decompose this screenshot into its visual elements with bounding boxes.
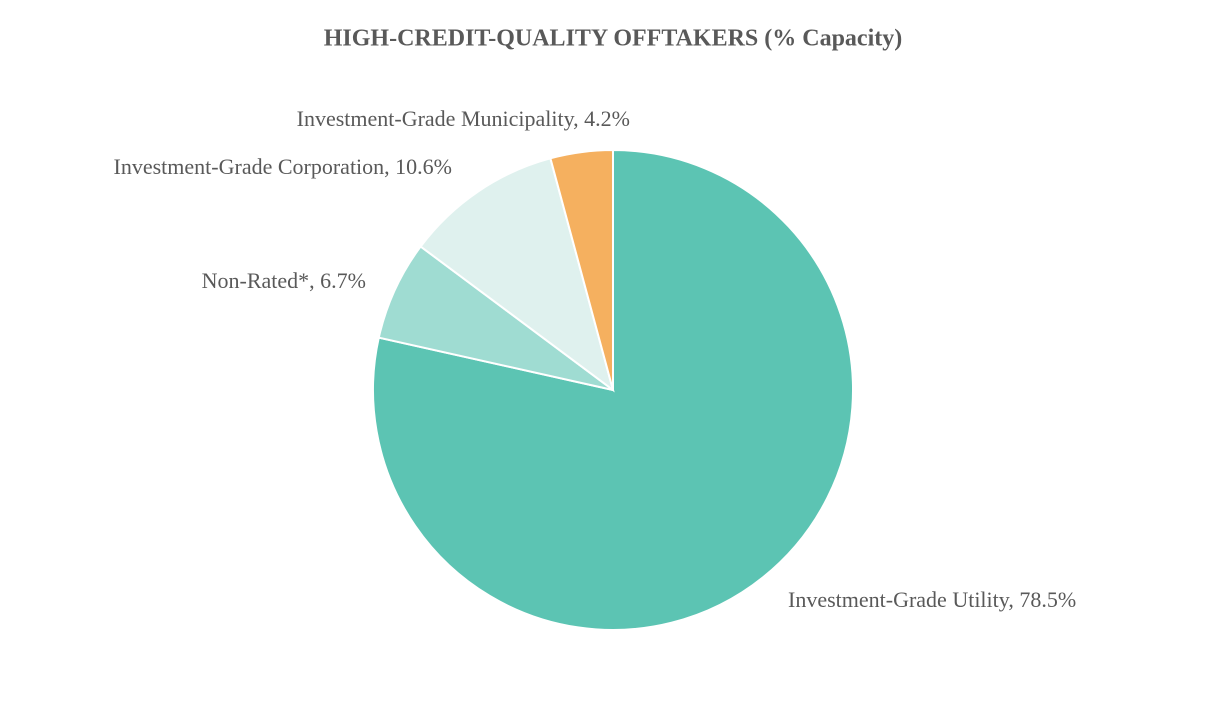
pie-slice — [549, 148, 614, 391]
chart-title: HIGH-CREDIT-QUALITY OFFTAKERS (% Capacit… — [324, 26, 902, 52]
slice-label: Non-Rated*, 6.7% — [202, 268, 366, 293]
slice-label: Investment-Grade Corporation, 10.6% — [114, 154, 452, 179]
pie-slice — [419, 157, 615, 393]
slice-label: Investment-Grade Municipality, 4.2% — [297, 106, 630, 131]
pie-slice — [372, 148, 854, 631]
slice-label: Investment-Grade Utility, 78.5% — [788, 587, 1076, 612]
